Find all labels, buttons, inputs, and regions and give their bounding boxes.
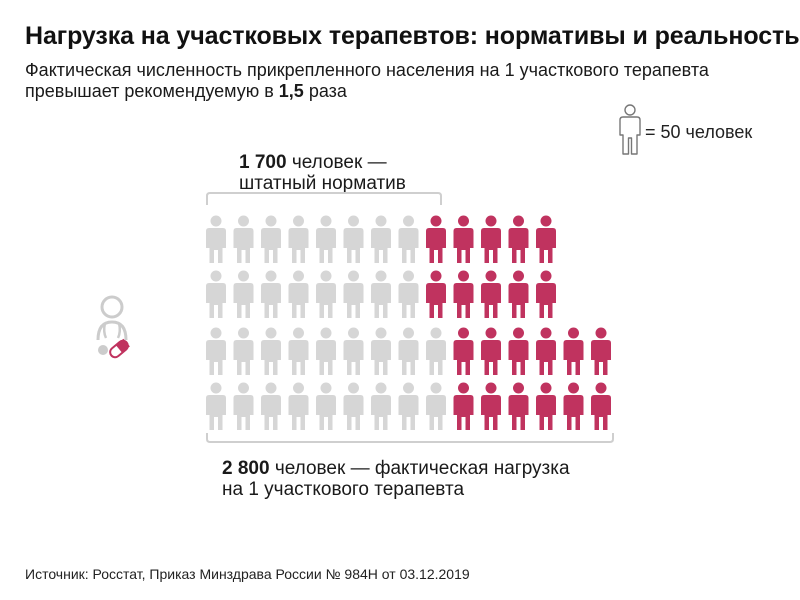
legend-label: = 50 человек	[645, 122, 753, 142]
doctor-icon	[96, 295, 130, 359]
person-icon-norm	[233, 270, 254, 318]
person-icon-norm	[316, 327, 336, 375]
bracket-actual	[206, 433, 614, 443]
person-icon-excess	[536, 327, 556, 375]
person-outline-icon	[619, 104, 641, 155]
annotation-actual-line1: человек — фактическая нагрузка	[269, 458, 570, 479]
person-icon-norm	[371, 327, 391, 375]
source-note: Источник: Росстат, Приказ Минздрава Росс…	[25, 566, 470, 582]
person-icon-norm	[343, 270, 364, 318]
person-icon-norm	[233, 327, 254, 375]
person-icon-norm	[288, 270, 309, 318]
chart-title: Нагрузка на участковых терапевтов: норма…	[25, 22, 800, 50]
annotation-actual-value: 2 800	[222, 458, 270, 479]
person-icon-excess	[508, 382, 529, 430]
annotation-norm-line2: штатный норматив	[239, 173, 406, 194]
legend: = 50 человек	[617, 104, 787, 156]
person-icon-norm	[343, 327, 364, 375]
person-icon-excess	[591, 327, 611, 375]
person-icon-norm	[288, 382, 309, 430]
person-icon-norm	[316, 382, 336, 430]
person-icon-norm	[398, 382, 419, 430]
person-icon-excess	[508, 327, 529, 375]
person-icon-norm	[426, 382, 446, 430]
person-icon-norm	[233, 215, 254, 263]
person-icon-norm	[261, 215, 281, 263]
person-icon-norm	[398, 270, 419, 318]
person-icon-norm	[288, 327, 309, 375]
person-icon-norm	[398, 327, 419, 375]
person-icon-norm	[261, 270, 281, 318]
person-icon-norm	[316, 215, 336, 263]
person-icon-norm	[206, 382, 226, 430]
person-icon-norm	[371, 270, 391, 318]
person-icon-excess	[453, 382, 474, 430]
subtitle-text: Фактическая численность прикрепленного н…	[25, 60, 709, 101]
person-icon-excess	[481, 215, 501, 263]
person-icon-norm	[398, 215, 419, 263]
person-icon-excess	[481, 270, 501, 318]
person-icon-norm	[261, 327, 281, 375]
person-icon-norm	[343, 382, 364, 430]
person-icon-norm	[426, 327, 446, 375]
subtitle-text-end: раза	[303, 81, 347, 101]
person-icon-norm	[371, 215, 391, 263]
person-icon-excess	[453, 215, 474, 263]
person-icon-norm	[233, 382, 254, 430]
person-icon-norm	[343, 215, 364, 263]
annotation-actual: 2 800 человек — фактическая нагрузка на 1…	[222, 458, 570, 500]
person-icon-norm	[261, 382, 281, 430]
annotation-actual-line2: на 1 участкового терапевта	[222, 479, 465, 500]
person-icon-excess	[536, 270, 556, 318]
person-icon-norm	[288, 215, 309, 263]
annotation-norm: 1 700 человек — штатный норматив	[239, 152, 406, 194]
annotation-norm-line1: человек —	[286, 152, 387, 173]
person-icon-norm	[316, 270, 336, 318]
subtitle-emphasis: 1,5	[278, 81, 304, 101]
person-icon-excess	[536, 382, 556, 430]
person-icon-excess	[508, 270, 529, 318]
person-icon-excess	[453, 327, 474, 375]
person-icon-norm	[371, 382, 391, 430]
person-icon-excess	[563, 382, 584, 430]
person-icon-excess	[536, 215, 556, 263]
person-icon-norm	[206, 270, 226, 318]
person-icon-excess	[426, 215, 446, 263]
person-icon-excess	[563, 327, 584, 375]
person-icon-excess	[453, 270, 474, 318]
person-icon-excess	[426, 270, 446, 318]
chart-subtitle: Фактическая численность прикрепленного н…	[25, 60, 765, 102]
person-icon-excess	[481, 382, 501, 430]
person-icon-excess	[481, 327, 501, 375]
bracket-norm	[206, 192, 442, 205]
person-icon-norm	[206, 215, 226, 263]
annotation-norm-value: 1 700	[239, 152, 287, 173]
person-icon-excess	[508, 215, 529, 263]
person-icon-norm	[206, 327, 226, 375]
person-icon-excess	[591, 382, 611, 430]
